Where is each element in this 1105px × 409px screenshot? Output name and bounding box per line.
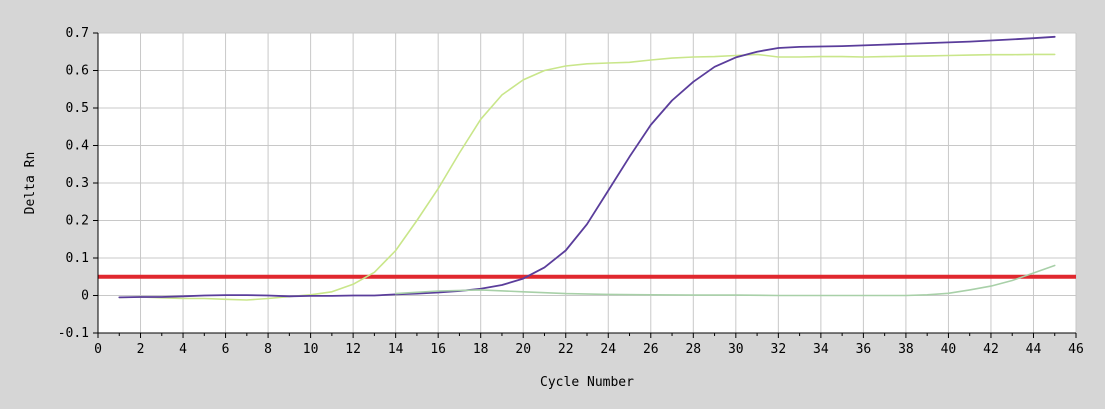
x-tick-label: 20 (515, 342, 531, 357)
y-tick-label: 0.4 (66, 139, 90, 154)
x-tick-label: 32 (771, 342, 787, 357)
axes: 0 2 4 6 8 10 12 14 16 18 20 22 24 26 28 30 32 34 36 38 40 42 4… (58, 26, 1084, 357)
series-layer (118, 35, 1056, 301)
x-tick-label: 0 (94, 342, 102, 357)
x-tick-label: 16 (430, 342, 446, 357)
series-line-1 (118, 53, 1056, 301)
y-tick-label: 0.5 (66, 101, 89, 116)
x-tick-label: 38 (898, 342, 914, 357)
x-tick-label: 8 (264, 342, 272, 357)
y-tick-label: 0.6 (66, 64, 89, 79)
x-tick-label: 42 (983, 342, 999, 357)
y-tick-label: 0.2 (66, 214, 89, 229)
x-tick-label: 28 (685, 342, 701, 357)
y-tick-label: 0.3 (66, 176, 89, 191)
y-tick-label: -0.1 (58, 326, 89, 341)
x-tick-label: 2 (137, 342, 145, 357)
x-tick-label: 6 (222, 342, 230, 357)
x-tick-label: 22 (558, 342, 574, 357)
x-tick-label: 36 (856, 342, 872, 357)
x-tick-label: 12 (345, 342, 361, 357)
x-tick-label: 40 (941, 342, 957, 357)
y-tick-label: 0.1 (66, 251, 89, 266)
x-tick-label: 30 (728, 342, 744, 357)
x-tick-label: 34 (813, 342, 829, 357)
x-tick-label: 14 (388, 342, 404, 357)
y-tick-label: 0.7 (66, 26, 89, 41)
y-axis-label: Delta Rn (23, 152, 38, 215)
x-tick-label: 44 (1026, 342, 1042, 357)
x-tick-label: 18 (473, 342, 489, 357)
y-tick-label: 0 (81, 289, 89, 304)
series-line-3 (394, 264, 1056, 297)
series-line-2 (118, 35, 1056, 299)
x-tick-label: 26 (643, 342, 659, 357)
x-axis-label: Cycle Number (540, 375, 634, 390)
x-tick-label: 4 (179, 342, 187, 357)
x-tick-label: 24 (600, 342, 616, 357)
x-tick-label: 10 (303, 342, 319, 357)
x-tick-label: 46 (1068, 342, 1084, 357)
